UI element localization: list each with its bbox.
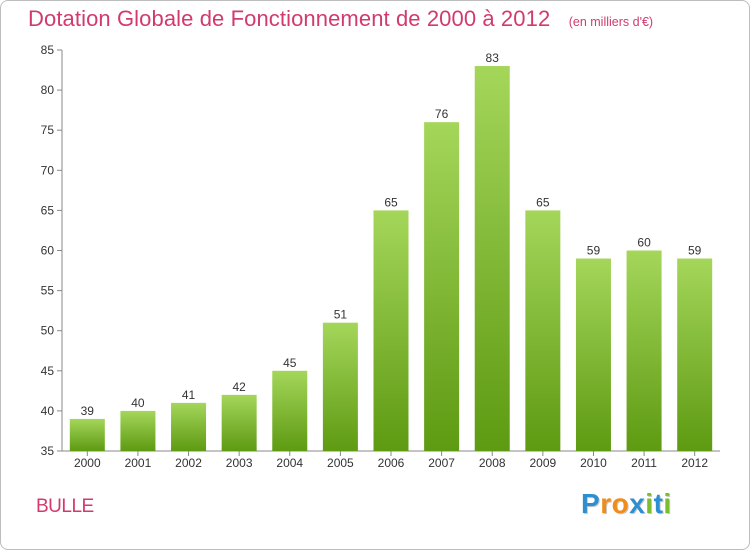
bar-value-label: 65 <box>384 195 398 209</box>
y-tick-label: 60 <box>41 244 55 258</box>
commune-name: BULLE <box>36 496 94 517</box>
y-tick-label: 80 <box>41 83 55 97</box>
x-tick-label: 2011 <box>631 456 657 470</box>
chart-title: Dotation Globale de Fonctionnement de 20… <box>28 6 551 31</box>
bar[interactable] <box>677 258 713 451</box>
y-tick-label: 70 <box>41 163 55 177</box>
y-tick-label: 40 <box>41 404 55 418</box>
x-tick-label: 2009 <box>529 456 556 470</box>
y-tick-label: 85 <box>41 43 55 57</box>
x-tick-label: 2004 <box>276 456 303 470</box>
chart-subtitle: (en milliers d'€) <box>568 15 654 29</box>
bar-value-label: 59 <box>688 244 702 258</box>
logo-letter: r <box>600 488 612 519</box>
bar[interactable] <box>120 410 156 451</box>
bar-value-label: 60 <box>637 236 651 250</box>
bar[interactable] <box>69 418 105 451</box>
proxiti-logo[interactable]: Proxiti <box>581 488 672 520</box>
x-tick-label: 2003 <box>226 456 253 470</box>
bar-value-label: 83 <box>486 51 500 65</box>
x-tick-label: 2005 <box>327 456 354 470</box>
logo-letter: t <box>653 488 664 519</box>
chart-value-labels: 39 40 41 42 45 51 65 76 83 65 59 60 59 <box>81 51 702 418</box>
bar[interactable] <box>171 402 207 451</box>
bar[interactable] <box>221 394 257 451</box>
bar-value-label: 45 <box>283 356 297 370</box>
bar-value-label: 59 <box>587 244 601 258</box>
bar[interactable] <box>575 258 611 451</box>
logo-letter: i <box>663 488 672 519</box>
x-tick-label: 2010 <box>580 456 607 470</box>
bar-value-label: 42 <box>232 380 246 394</box>
y-tick-label: 50 <box>41 324 55 338</box>
bar-value-label: 39 <box>81 404 95 418</box>
logo-letter: o <box>611 488 630 519</box>
y-tick-label: 55 <box>41 284 55 298</box>
logo-letter: i <box>645 488 654 519</box>
chart-bars <box>69 66 713 452</box>
x-tick-label: 2002 <box>175 456 202 470</box>
bar-value-label: 51 <box>334 308 348 322</box>
bar[interactable] <box>272 370 308 451</box>
title-block: Dotation Globale de Fonctionnement de 20… <box>28 6 653 32</box>
logo-letter: x <box>629 488 646 519</box>
bar[interactable] <box>474 66 510 451</box>
bar[interactable] <box>322 322 358 451</box>
bar[interactable] <box>626 250 662 452</box>
y-tick-label: 45 <box>41 364 55 378</box>
x-tick-label: 2007 <box>428 456 455 470</box>
bar[interactable] <box>525 210 561 451</box>
y-tick-label: 35 <box>41 444 55 458</box>
x-tick-label: 2008 <box>479 456 506 470</box>
bar-value-label: 65 <box>536 195 550 209</box>
bar-value-label: 40 <box>131 396 145 410</box>
bar[interactable] <box>373 210 409 451</box>
bar[interactable] <box>424 122 460 452</box>
x-tick-label: 2001 <box>125 456 152 470</box>
x-tick-label: 2006 <box>378 456 405 470</box>
y-tick-label: 75 <box>41 123 55 137</box>
logo-letter: P <box>581 488 601 519</box>
bar-value-label: 41 <box>182 388 196 402</box>
x-tick-label: 2000 <box>74 456 101 470</box>
bar-value-label: 76 <box>435 107 449 121</box>
y-tick-label: 65 <box>41 203 55 217</box>
x-tick-label: 2012 <box>681 456 708 470</box>
